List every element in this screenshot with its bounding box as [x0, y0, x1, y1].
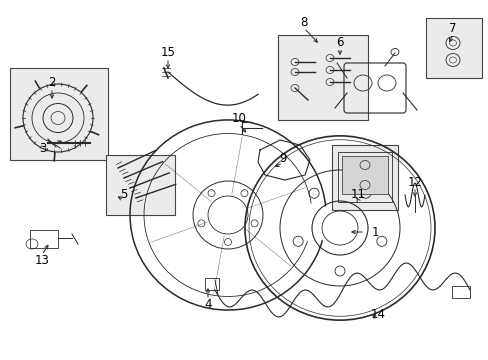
Text: 12: 12 [407, 175, 422, 189]
Text: 10: 10 [231, 112, 246, 125]
Bar [451, 286, 469, 298]
Bar [331, 145, 397, 210]
Bar [341, 156, 387, 194]
Text: 8: 8 [300, 15, 307, 28]
Bar [30, 230, 58, 248]
Text: 13: 13 [35, 253, 49, 266]
Text: 15: 15 [160, 45, 175, 58]
Text: 14: 14 [370, 309, 385, 321]
Text: 2: 2 [48, 76, 56, 89]
Text: 7: 7 [448, 22, 456, 35]
Text: 11: 11 [350, 189, 365, 202]
Bar [204, 278, 219, 290]
Text: 6: 6 [336, 36, 343, 49]
Bar [278, 35, 367, 120]
Bar [337, 152, 391, 202]
Bar [10, 68, 108, 160]
Text: 3: 3 [39, 141, 46, 154]
Text: 9: 9 [279, 152, 286, 165]
Text: 5: 5 [120, 189, 127, 202]
Text: 1: 1 [370, 225, 378, 238]
Bar [425, 18, 481, 78]
Bar [106, 155, 175, 215]
Text: 4: 4 [204, 298, 211, 311]
